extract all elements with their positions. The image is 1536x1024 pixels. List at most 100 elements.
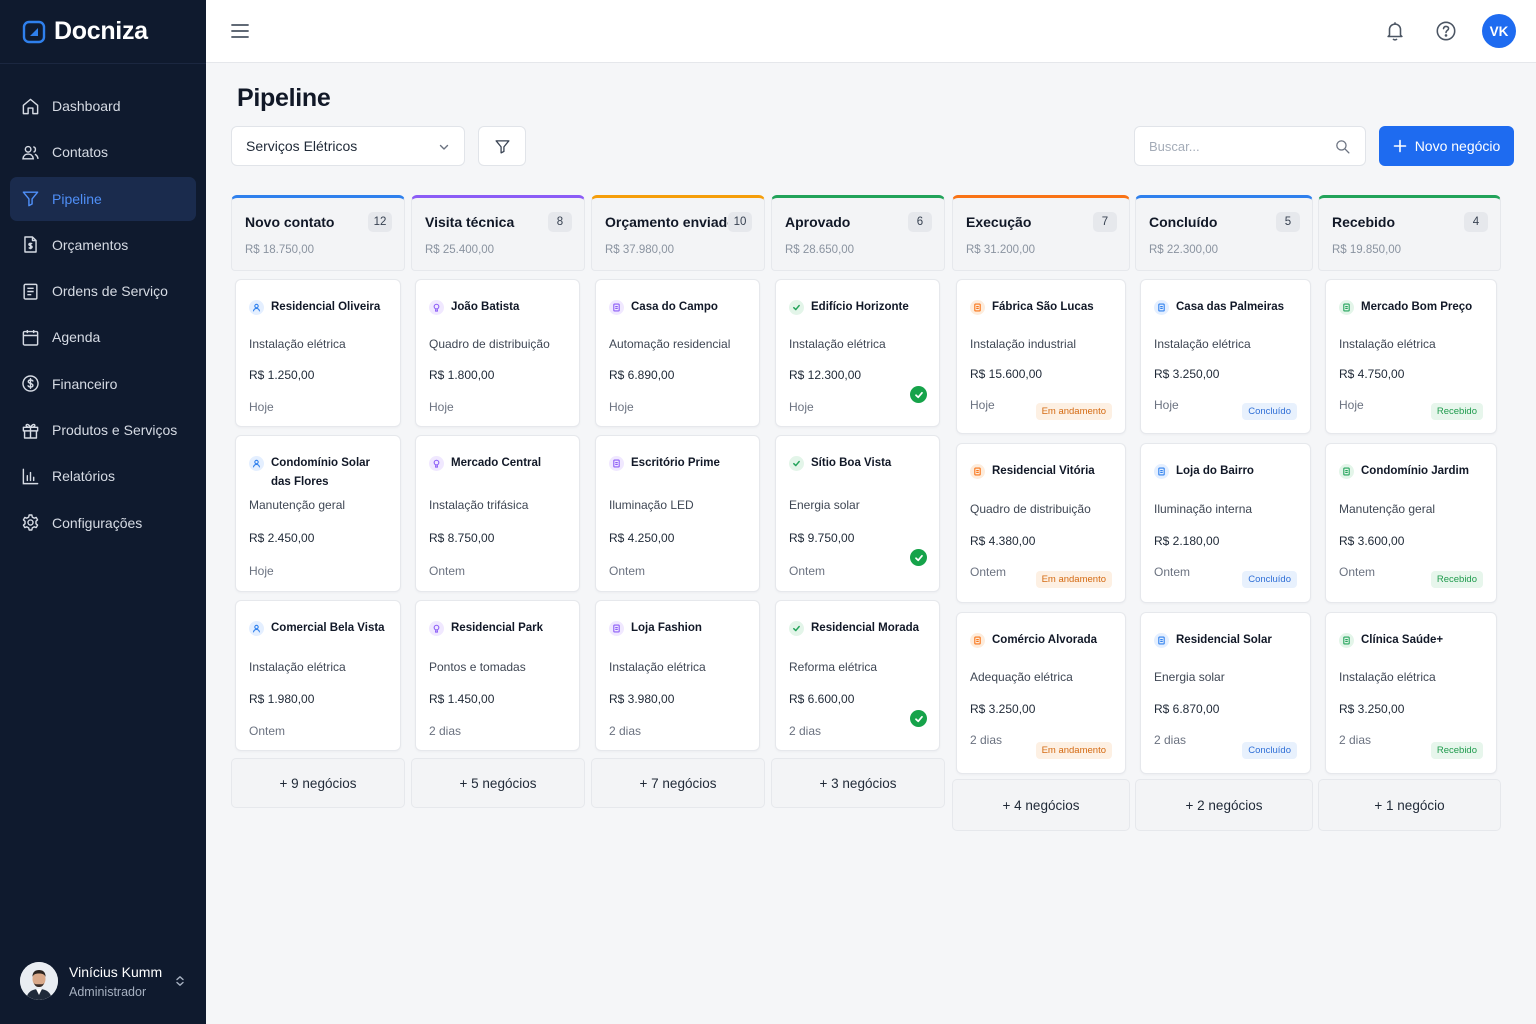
deal-card[interactable]: Fábrica São Lucas Instalação industrial R$…	[956, 279, 1126, 434]
check-circle-icon	[789, 621, 804, 636]
sidebar-item-label: Ordens de Serviço	[52, 283, 168, 300]
search-icon[interactable]	[1334, 138, 1351, 155]
column-title: Concluído	[1149, 214, 1218, 230]
user-building-icon	[249, 300, 264, 315]
sidebar-item-pipeline[interactable]: Pipeline	[10, 176, 196, 221]
document-icon	[1339, 300, 1354, 315]
column-header[interactable]: Orçamento enviado 10 R$ 37.980,00	[591, 195, 765, 271]
sidebar-item-ordens-de-servico[interactable]: Ordens de Serviço	[10, 269, 196, 313]
bell-icon[interactable]	[1384, 20, 1406, 42]
deal-client: Escritório Prime	[609, 454, 749, 473]
deal-card[interactable]: Casa das Palmeiras Instalação elétrica R$ …	[1140, 279, 1311, 434]
deal-date: 2 dias	[970, 733, 1003, 747]
more-deals-button[interactable]: + 2 negócios	[1135, 779, 1313, 831]
deal-service: Instalação elétrica	[1339, 670, 1436, 684]
approved-check-icon	[910, 710, 927, 727]
deal-card[interactable]: Residencial Park Pontos e tomadas R$ 1.450…	[415, 600, 580, 751]
more-deals-button[interactable]: + 7 negócios	[591, 758, 765, 808]
status-badge: Recebido	[1430, 571, 1483, 588]
deal-card[interactable]: Mercado Bom Preço Instalação elétrica R$ 4…	[1325, 279, 1497, 434]
more-deals-button[interactable]: + 1 negócio	[1318, 779, 1501, 831]
sidebar-item-contatos[interactable]: Contatos	[10, 130, 196, 174]
deal-value: R$ 15.600,00	[970, 367, 1043, 381]
deal-card[interactable]: Residencial Morada Reforma elétrica R$ 6.6…	[775, 600, 940, 751]
deal-card[interactable]: Sítio Boa Vista Energia solar R$ 9.750,00 O…	[775, 435, 940, 592]
pipeline-select[interactable]: Serviços Elétricos	[231, 126, 465, 166]
deal-value: R$ 9.750,00	[789, 531, 855, 545]
sidebar-item-orcamentos[interactable]: Orçamentos	[10, 223, 196, 267]
box-icon	[22, 423, 39, 439]
deal-service: Pontos e tomadas	[429, 660, 526, 674]
column-total: R$ 22.300,00	[1149, 244, 1219, 256]
deal-date: Hoje	[249, 400, 274, 414]
sidebar-item-label: Orçamentos	[52, 236, 129, 253]
more-deals-button[interactable]: + 3 negócios	[771, 758, 945, 808]
help-icon[interactable]	[1435, 20, 1457, 42]
column-header[interactable]: Execução 7 R$ 31.200,00	[952, 195, 1130, 271]
deal-card[interactable]: João Batista Quadro de distribuição R$ 1.8…	[415, 279, 580, 427]
deal-date: Ontem	[1339, 565, 1376, 579]
column-count-badge: 12	[368, 212, 392, 232]
sidebar-item-dashboard[interactable]: Dashboard	[10, 84, 196, 128]
deal-date: Hoje	[429, 400, 454, 414]
deal-card[interactable]: Residencial Solar Energia solar R$ 6.870,0…	[1140, 612, 1311, 774]
deal-card[interactable]: Residencial Vitória Quadro de distribuiçã…	[956, 443, 1126, 603]
chevron-up-down-icon[interactable]	[174, 975, 186, 987]
deal-client-name: Condomínio Jardim	[1361, 465, 1469, 477]
plus-icon	[1393, 139, 1406, 153]
deal-card[interactable]: Condomínio Jardim Manutenção geral R$ 3.60…	[1325, 443, 1497, 603]
deal-service: Iluminação interna	[1154, 502, 1253, 516]
deal-date: 2 dias	[1154, 733, 1187, 747]
sidebar-item-label: Contatos	[52, 144, 109, 161]
search-input[interactable]	[1135, 127, 1315, 165]
deal-client-name: Condomínio Solar das Flores	[271, 457, 371, 488]
column-total: R$ 28.650,00	[785, 244, 855, 256]
column-header[interactable]: Concluído 5 R$ 22.300,00	[1135, 195, 1313, 271]
column-header[interactable]: Novo contato 12 R$ 18.750,00	[231, 195, 405, 271]
sidebar-item-label: Configurações	[52, 514, 143, 531]
deal-card[interactable]: Casa do Campo Automação residencial R$ 6.8…	[595, 279, 760, 427]
page-title: Pipeline	[237, 84, 331, 112]
deal-value: R$ 1.800,00	[429, 368, 495, 382]
deal-client: Clínica Saúde+	[1339, 631, 1479, 650]
document-icon	[1154, 300, 1169, 315]
deal-client: Sítio Boa Vista	[789, 454, 929, 473]
deal-card[interactable]: Loja do Bairro Iluminação interna R$ 2.180…	[1140, 443, 1311, 603]
deal-card[interactable]: Clínica Saúde+ Instalação elétrica R$ 3.25…	[1325, 612, 1497, 774]
deal-date: Ontem	[609, 564, 646, 578]
deal-value: R$ 3.250,00	[1339, 702, 1405, 716]
more-deals-button[interactable]: + 5 negócios	[411, 758, 585, 808]
column-total: R$ 37.980,00	[605, 244, 675, 256]
deal-card[interactable]: Mercado Central Instalação trifásica R$ 8.…	[415, 435, 580, 592]
deal-value: R$ 6.870,00	[1154, 702, 1220, 716]
filter-button[interactable]	[478, 126, 526, 166]
deal-card[interactable]: Comércio Alvorada Adequação elétrica R$ 3.…	[956, 612, 1126, 774]
brand[interactable]: Docniza	[0, 0, 206, 64]
more-deals-button[interactable]: + 4 negócios	[952, 779, 1130, 831]
deal-card[interactable]: Condomínio Solar das Flores Manutenção ge…	[235, 435, 401, 592]
user-avatar-button[interactable]: VK	[1482, 14, 1516, 48]
sidebar-item-agenda[interactable]: Agenda	[10, 315, 196, 359]
deal-card[interactable]: Escritório Prime Iluminação LED R$ 4.250,0…	[595, 435, 760, 592]
sidebar-item-configuracoes[interactable]: Configurações	[10, 501, 196, 545]
column-header[interactable]: Aprovado 6 R$ 28.650,00	[771, 195, 945, 271]
sidebar-item-financeiro[interactable]: Financeiro	[10, 362, 196, 406]
menu-icon[interactable]	[230, 22, 250, 40]
deal-client: Condomínio Solar das Flores	[249, 454, 389, 492]
deal-card[interactable]: Residencial Oliveira Instalação elétrica R…	[235, 279, 401, 427]
more-deals-button[interactable]: + 9 negócios	[231, 758, 405, 808]
sidebar-item-relatorios[interactable]: Relatórios	[10, 454, 196, 498]
column-header[interactable]: Visita técnica 8 R$ 25.400,00	[411, 195, 585, 271]
deal-value: R$ 1.980,00	[249, 692, 315, 706]
clipboard-icon	[23, 283, 38, 300]
user-menu[interactable]: Vinícius Kumm Administrador	[0, 938, 206, 1024]
deal-date: Ontem	[789, 564, 826, 578]
new-deal-button[interactable]: Novo negócio	[1379, 126, 1514, 166]
deal-card[interactable]: Loja Fashion Instalação elétrica R$ 3.980,…	[595, 600, 760, 751]
deal-card[interactable]: Comercial Bela Vista Instalação elétrica R…	[235, 600, 401, 751]
document-icon	[970, 300, 985, 315]
column-header[interactable]: Recebido 4 R$ 19.850,00	[1318, 195, 1501, 271]
deal-value: R$ 1.450,00	[429, 692, 495, 706]
deal-card[interactable]: Edifício Horizonte Instalação elétrica R$ …	[775, 279, 940, 427]
sidebar-item-produtos-e-servicos[interactable]: Produtos e Serviços	[10, 408, 196, 452]
